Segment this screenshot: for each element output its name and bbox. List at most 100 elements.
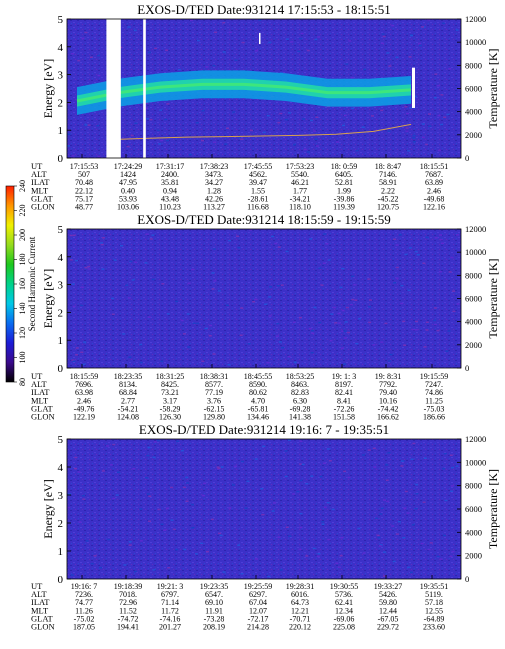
noise-speck (133, 29, 137, 32)
noise-speck (276, 285, 280, 287)
noise-speck (84, 266, 88, 269)
noise-speck (343, 330, 347, 332)
noise-speck (212, 248, 216, 250)
noise-speck (298, 548, 302, 551)
noise-speck (413, 95, 417, 98)
noise-speck (77, 59, 81, 62)
noise-speck (236, 235, 240, 237)
table-cell: 59.80 (379, 598, 397, 607)
table-cell: 8425. (161, 380, 179, 389)
table-cell: 0.94 (163, 186, 177, 195)
noise-speck (128, 541, 132, 543)
noise-speck (375, 517, 378, 520)
noise-speck (111, 313, 115, 315)
noise-speck (310, 352, 314, 354)
noise-speck (226, 304, 229, 306)
colorbar-tick-label: 120 (18, 327, 27, 339)
noise-speck (183, 548, 187, 551)
table-cell: 8463. (291, 380, 309, 389)
y-tick-label: 0 (58, 363, 64, 375)
table-cell: 229.72 (377, 623, 399, 632)
noise-speck (122, 333, 126, 335)
noise-speck (321, 523, 325, 525)
table-cell: 11.72 (161, 606, 179, 615)
noise-speck (149, 118, 153, 121)
noise-speck (381, 33, 385, 35)
noise-speck (166, 507, 170, 509)
table-cell: 122.16 (423, 203, 445, 212)
noise-speck (405, 127, 409, 129)
noise-speck (217, 290, 221, 292)
noise-speck (219, 534, 223, 537)
noise-speck (185, 500, 189, 502)
noise-speck (389, 353, 393, 356)
table-cell: 19:25:59 (244, 582, 272, 591)
noise-speck (386, 500, 390, 503)
noise-speck (353, 284, 357, 286)
emission-band-peak (76, 82, 412, 103)
noise-speck (160, 360, 164, 363)
noise-speck (284, 475, 288, 478)
table-row-label: GLAT (31, 403, 54, 413)
noise-speck (186, 482, 190, 484)
noise-speck (67, 103, 71, 105)
noise-speck (387, 452, 391, 454)
table-cell: 43.48 (161, 194, 179, 203)
table-cell: 39.47 (249, 178, 267, 187)
noise-speck (323, 233, 327, 235)
instrument-name: EXOS-D/TED (139, 422, 219, 437)
noise-speck (273, 502, 276, 504)
noise-speck (317, 553, 321, 555)
noise-speck (237, 136, 241, 138)
table-cell: 19: 1: 3 (332, 372, 356, 381)
noise-speck (452, 290, 456, 292)
table-cell: 2.77 (121, 396, 135, 405)
table-cell: 53.93 (119, 194, 137, 203)
noise-speck (190, 19, 193, 22)
noise-speck (357, 527, 361, 530)
noise-speck (439, 238, 443, 241)
y-right-tick-label: 4000 (465, 107, 482, 117)
temperature-curve (111, 123, 412, 140)
table-cell: 6547. (205, 590, 223, 599)
noise-speck (412, 442, 416, 445)
noise-speck (349, 303, 353, 306)
noise-speck (331, 508, 335, 511)
table-cell: 186.66 (423, 413, 445, 422)
noise-speck (287, 439, 291, 441)
y-right-tick-label: 8000 (465, 270, 482, 280)
noise-speck (438, 271, 442, 273)
table-cell: 8590. (249, 380, 267, 389)
noise-speck (72, 305, 76, 308)
noise-speck (266, 115, 270, 117)
noise-speck (391, 24, 395, 27)
noise-speck (288, 112, 291, 114)
noise-speck (69, 259, 73, 261)
noise-speck (436, 329, 440, 332)
noise-speck (299, 526, 303, 529)
noise-speck (185, 476, 189, 479)
noise-speck (424, 143, 428, 146)
noise-speck (328, 460, 332, 462)
noise-speck (163, 529, 167, 531)
table-cell: 69.10 (205, 598, 223, 607)
noise-speck (276, 322, 280, 325)
table-row-label: UT (31, 581, 43, 591)
y-right-tick-label: 10000 (465, 37, 486, 47)
noise-speck (183, 333, 186, 335)
noise-speck (87, 265, 91, 268)
table-cell: -70.71 (290, 614, 311, 623)
table-cell: -73.28 (204, 614, 225, 623)
colorbar-tick-label: 180 (18, 254, 27, 266)
noise-speck (409, 571, 413, 574)
table-cell: -45.22 (378, 194, 399, 203)
noise-speck (319, 475, 323, 478)
noise-speck (330, 313, 334, 315)
noise-speck (93, 555, 97, 557)
noise-speck (409, 107, 412, 109)
noise-speck (410, 458, 414, 460)
noise-speck (361, 126, 365, 128)
noise-speck (301, 463, 305, 466)
y-right-tick-label: 0 (465, 153, 469, 163)
noise-speck (314, 138, 318, 140)
